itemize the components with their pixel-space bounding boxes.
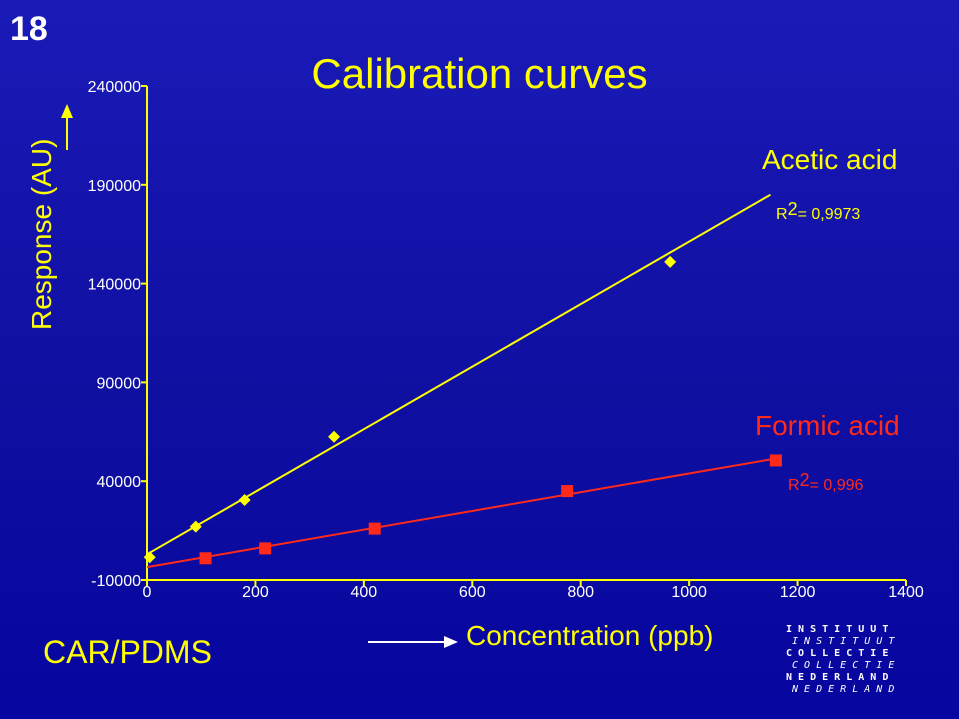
logo-line: I N S T I T U U T	[786, 624, 889, 635]
data-point-formic	[199, 552, 212, 565]
data-point-formic	[368, 522, 381, 535]
r2-formic-acid: R2= 0,996	[788, 470, 864, 495]
trendlines	[146, 193, 777, 569]
data-point-acetic	[143, 551, 156, 564]
x-tick-label: 1200	[780, 584, 816, 601]
y-tick-label: 40000	[97, 474, 142, 491]
x-tick-label: 0	[143, 584, 152, 601]
y-axis-arrowhead-icon	[61, 104, 73, 118]
institute-logo: I N S T I T U U T I N S T I T U U T C O …	[786, 624, 954, 696]
r2-formic-value: = 0,996	[809, 477, 864, 494]
trendline-formic	[146, 457, 777, 569]
r2-formic-sup: 2	[799, 470, 810, 490]
x-axis-arrow-icon	[368, 636, 458, 648]
data-point-acetic	[664, 255, 677, 268]
data-point-formic	[259, 542, 272, 555]
data-point-acetic	[328, 430, 341, 443]
data-point-acetic	[238, 493, 251, 506]
x-tick-label: 800	[567, 584, 594, 601]
x-axis-label: Concentration (ppb)	[466, 620, 714, 651]
x-tick-label: 200	[242, 584, 269, 601]
axes	[61, 85, 907, 586]
x-tick-label: 1000	[671, 584, 707, 601]
data-point-acetic	[189, 520, 202, 533]
logo-line: C O L L E C T I E	[786, 648, 889, 659]
chart-title-text: Calibration curves	[311, 50, 648, 97]
trendline-acetic	[146, 193, 771, 556]
y-tick-label: 240000	[88, 79, 141, 96]
tick-labels: -10000 40000 90000 140000 190000 240000 0 200 40…	[88, 79, 924, 601]
logo-line: C O L L E C T I E	[792, 660, 895, 671]
data-point-formic	[561, 485, 574, 498]
r2-acetic-acid: R2= 0,9973	[776, 199, 861, 224]
slide-number: 18	[10, 10, 48, 48]
r2-acetic-value: = 0,9973	[797, 206, 861, 223]
markers	[143, 255, 782, 565]
y-tick-label: 140000	[88, 277, 141, 294]
r2-acetic-letter: R	[776, 206, 788, 223]
y-tick-label: 190000	[88, 178, 141, 195]
logo-line: N E D E R L A N D	[786, 672, 889, 683]
x-tick-label: 1400	[888, 584, 924, 601]
y-tick-label: -10000	[91, 573, 141, 590]
logo-line: I N S T I T U U T	[792, 636, 895, 647]
legend-acetic-acid: Acetic acid	[762, 144, 898, 175]
r2-acetic-sup: 2	[787, 199, 798, 219]
data-point-formic	[769, 454, 782, 467]
x-tick-label: 400	[351, 584, 378, 601]
logo-line: N E D E R L A N D	[792, 684, 895, 695]
r2-formic-letter: R	[788, 477, 800, 494]
legend-formic-acid: Formic acid	[755, 410, 900, 441]
y-tick-label: 90000	[97, 375, 142, 392]
method-label: CAR/PDMS	[43, 634, 212, 670]
x-tick-label: 600	[459, 584, 486, 601]
chart-title: Calibration curves	[0, 50, 959, 98]
